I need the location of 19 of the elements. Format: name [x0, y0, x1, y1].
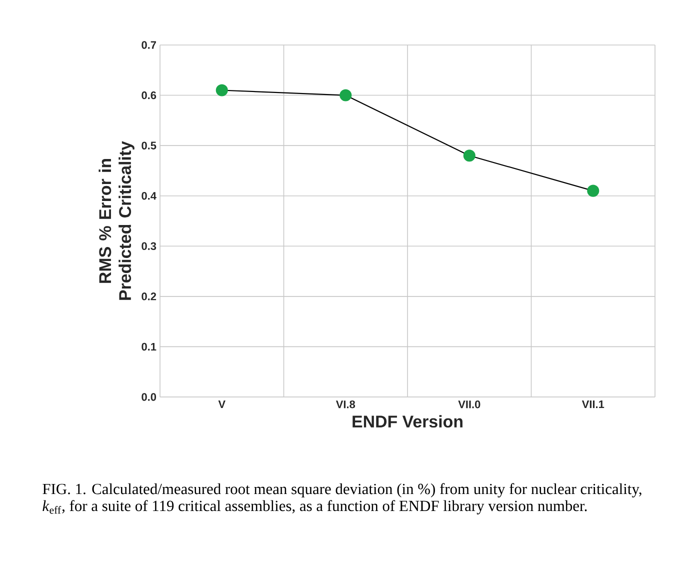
point	[587, 184, 600, 197]
y-tick-label: 0.5	[142, 142, 156, 150]
point	[216, 84, 228, 96]
x-axis-title: ENDF Version	[352, 415, 462, 428]
point	[340, 89, 352, 102]
x-tick-label: VI.8	[336, 400, 356, 408]
caption: FIG. 1. Calculated/measured root mean square deviation (in %) from unity for nuclear criticality, k$_{eff}$, for a suite of 119 critical assemblies, as a function of ENDF library version number.	[42, 483, 642, 514]
y-tick-label: 0.4	[142, 192, 156, 200]
x-tick-label: V	[218, 400, 226, 408]
y-tick-label: 0.2	[142, 292, 156, 300]
x-tick-label: VII.1	[582, 400, 604, 408]
x-tick-label: VII.0	[458, 400, 480, 408]
y-axis-title: RMS % Error in Predicted Criticality	[98, 141, 134, 300]
y-tick-label: 0.6	[142, 91, 156, 100]
y-tick-label: 0.1	[142, 342, 156, 351]
y-tick-label: 0.3	[142, 242, 156, 250]
y-tick-label: 0.7	[142, 41, 156, 49]
point	[463, 150, 476, 162]
y-tick-label: 0.0	[142, 393, 156, 401]
